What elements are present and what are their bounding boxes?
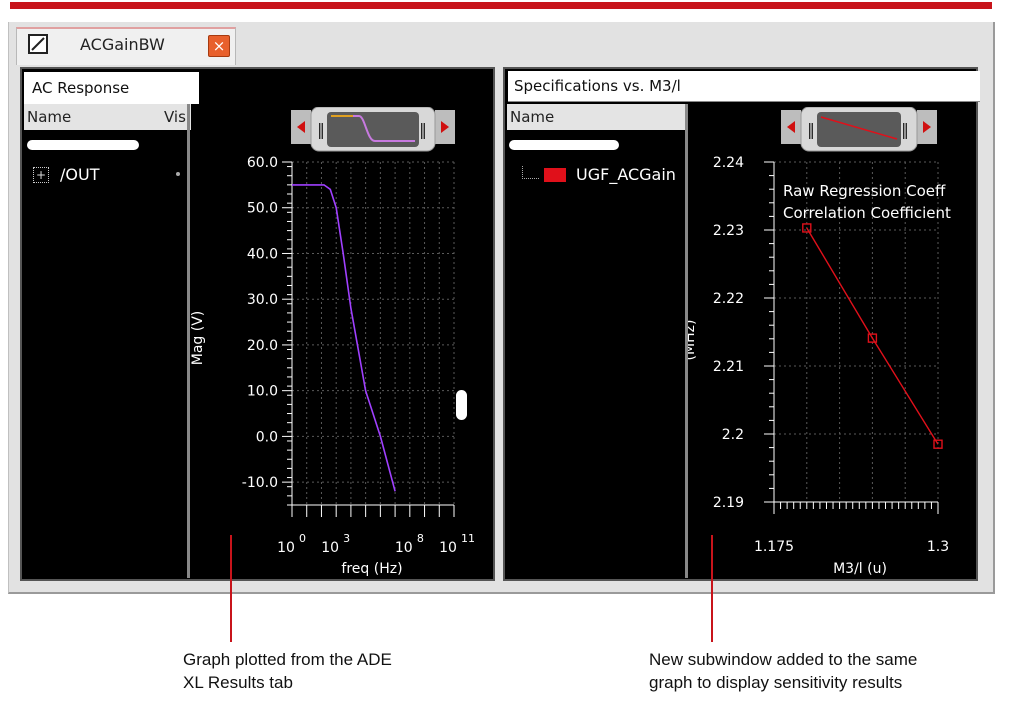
navigator-left-arrow-icon[interactable] — [787, 121, 795, 133]
spec-xtick-label: 1.175 — [754, 539, 794, 555]
spec-ytick-label: 2.24 — [713, 155, 744, 171]
ac-xtick-exponent: 11 — [461, 532, 475, 545]
left-nav-window — [327, 112, 419, 147]
right-sidebar-divider[interactable] — [685, 104, 688, 578]
expand-icon[interactable]: + — [33, 167, 49, 183]
ac-xlabel: freq (Hz) — [341, 561, 402, 577]
ac-ytick-label: 60.0 — [247, 155, 278, 171]
window-icon — [28, 34, 48, 54]
ac-xtick-label: 10 — [395, 540, 413, 556]
right-navigator[interactable]: ‖ ‖ — [781, 107, 937, 152]
tree-connector — [522, 166, 539, 179]
spec-ytick-label: 2.19 — [713, 495, 744, 511]
spec-ytick-label: 2.21 — [713, 359, 744, 375]
spec-series-line — [806, 227, 939, 445]
callout-left-line — [230, 535, 232, 642]
left-nav-handle-l[interactable]: ‖ — [317, 120, 325, 139]
ac-response-pane — [20, 67, 495, 581]
right-pane-title: Specifications vs. M3/l — [508, 71, 980, 102]
close-icon[interactable]: × — [208, 35, 230, 57]
callout-right-line — [711, 535, 713, 642]
left-nav-handle-r[interactable]: ‖ — [419, 120, 427, 139]
right-nav-handle-l[interactable]: ‖ — [807, 120, 815, 139]
spec-data-point — [802, 223, 812, 233]
legend-swatch-icon[interactable] — [544, 168, 566, 182]
left-col-name[interactable]: Name — [24, 104, 161, 130]
tab-title: ACGainBW — [80, 35, 165, 54]
annotation-correlation: Correlation Coefficient — [783, 204, 951, 222]
spec-ylabel: (MHz) — [688, 320, 698, 361]
ac-xtick-exponent: 8 — [417, 532, 424, 545]
tree-item-out[interactable]: /OUT — [60, 165, 100, 184]
right-nav-handle-r[interactable]: ‖ — [901, 120, 909, 139]
spec-data-point — [933, 439, 943, 449]
left-vertical-grip[interactable] — [456, 390, 467, 420]
callout-right-text: New subwindow added to the same graph to… — [649, 648, 999, 694]
spec-xlabel: M3/l (u) — [833, 561, 887, 577]
callout-left-line1: Graph plotted from the ADE — [183, 650, 392, 669]
left-sidebar-divider[interactable] — [187, 104, 190, 578]
spec-chart[interactable]: 2.24 2.23 2.22 2.21 2.2 2.19 1.175 1.3 (MHz) M3… — [688, 150, 976, 580]
ac-ytick-label: 30.0 — [247, 292, 278, 308]
left-navigator[interactable]: ‖ ‖ — [291, 107, 455, 152]
ac-xtick-label: 10 — [439, 540, 457, 556]
callout-right-line2: graph to display sensitivity results — [649, 673, 903, 692]
left-nav-preview-curve — [331, 115, 415, 142]
navigator-right-arrow-icon[interactable] — [441, 121, 449, 133]
ac-xtick-label: 10 — [321, 540, 339, 556]
callout-right-line1: New subwindow added to the same — [649, 650, 918, 669]
spec-ytick-label: 2.2 — [722, 427, 744, 443]
ac-ytick-label: 40.0 — [247, 246, 278, 262]
right-scroll-grip[interactable] — [509, 140, 619, 150]
right-nav-window — [817, 112, 901, 147]
visibility-dot[interactable] — [176, 172, 180, 176]
ac-response-chart[interactable]: 60.0 50.0 40.0 30.0 20.0 10.0 0.0 -10.0 10 0 10 3 10… — [190, 150, 492, 580]
left-scroll-grip[interactable] — [27, 140, 139, 150]
ac-series-line — [292, 184, 396, 492]
ac-ytick-label: 20.0 — [247, 338, 278, 354]
ac-xtick-label: 10 — [277, 540, 295, 556]
spec-ytick-label: 2.22 — [713, 291, 744, 307]
right-nav-preview-curve — [820, 116, 898, 140]
left-pane-title: AC Response — [24, 72, 199, 104]
callout-left-text: Graph plotted from the ADE XL Results ta… — [183, 648, 503, 694]
ac-ytick-label: 10.0 — [247, 384, 278, 400]
navigator-left-arrow-icon[interactable] — [297, 121, 305, 133]
ac-ytick-label: 0.0 — [256, 429, 278, 445]
left-col-vis[interactable]: Vis — [161, 104, 191, 130]
ac-ytick-label: 50.0 — [247, 201, 278, 217]
right-col-name[interactable]: Name — [507, 104, 688, 130]
annotation-raw-regression: Raw Regression Coeff — [783, 182, 946, 200]
navigator-right-arrow-icon[interactable] — [923, 121, 931, 133]
ac-xtick-exponent: 0 — [299, 532, 306, 545]
ac-ylabel: Mag (V) — [190, 311, 206, 366]
callout-left-line2: XL Results tab — [183, 673, 293, 692]
top-accent-bar — [10, 2, 992, 9]
ac-xtick-exponent: 3 — [343, 532, 350, 545]
spec-data-point — [867, 333, 878, 343]
spec-ytick-label: 2.23 — [713, 223, 744, 239]
tree-item-ugf[interactable]: UGF_ACGain — [576, 165, 676, 184]
specifications-pane — [503, 67, 978, 581]
window-icon-glyph — [31, 37, 45, 51]
tab-acgainbw[interactable] — [16, 27, 236, 65]
spec-xtick-label: 1.3 — [927, 539, 949, 555]
ac-ytick-label: -10.0 — [242, 475, 278, 491]
